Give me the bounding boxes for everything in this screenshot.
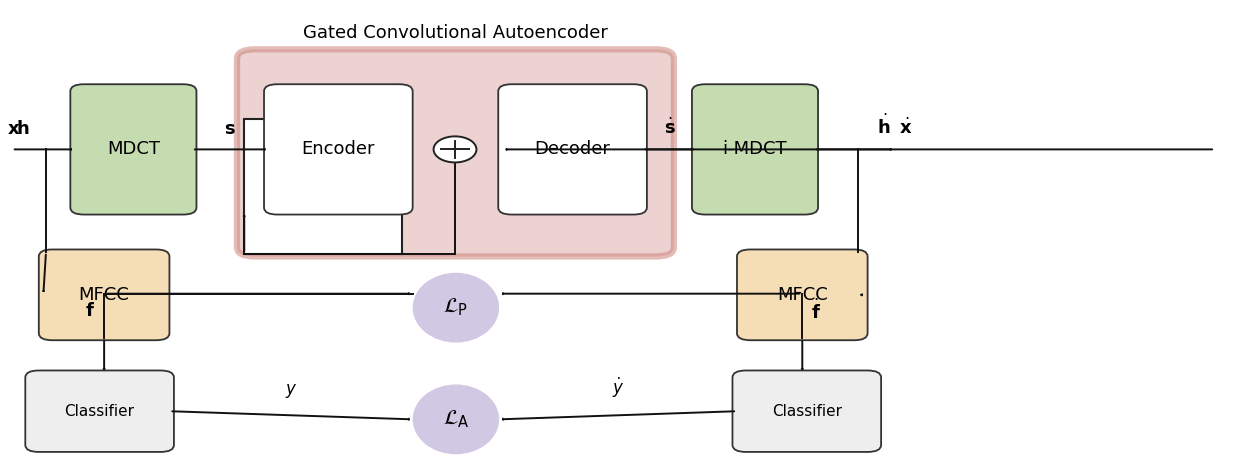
Text: $\dot{y}$: $\dot{y}$ (612, 375, 624, 399)
FancyBboxPatch shape (498, 84, 647, 215)
Text: MFCC: MFCC (777, 286, 828, 304)
Text: $\mathbf{x}$: $\mathbf{x}$ (7, 120, 21, 138)
Ellipse shape (412, 384, 499, 454)
Text: $\dot{\mathbf{x}}$: $\dot{\mathbf{x}}$ (899, 117, 912, 138)
Text: Gated Convolutional Autoencoder: Gated Convolutional Autoencoder (303, 24, 608, 42)
Text: $\mathbf{s}$: $\mathbf{s}$ (224, 120, 236, 138)
Text: $y$: $y$ (285, 382, 297, 399)
FancyBboxPatch shape (38, 250, 170, 340)
FancyBboxPatch shape (692, 84, 818, 215)
FancyBboxPatch shape (71, 84, 197, 215)
Text: Decoder: Decoder (535, 140, 610, 158)
Text: $\mathbf{f}$: $\mathbf{f}$ (85, 302, 95, 320)
FancyBboxPatch shape (25, 371, 175, 452)
Text: $\dot{\mathbf{h}}$: $\dot{\mathbf{h}}$ (877, 114, 890, 138)
Text: Classifier: Classifier (771, 404, 842, 419)
Text: $\dot{\mathbf{f}}$: $\dot{\mathbf{f}}$ (811, 299, 821, 323)
FancyBboxPatch shape (264, 84, 412, 215)
Text: i-MDCT: i-MDCT (723, 140, 787, 158)
Bar (244, 119, 402, 254)
Ellipse shape (412, 273, 499, 342)
Text: Encoder: Encoder (302, 140, 375, 158)
Text: MDCT: MDCT (106, 140, 160, 158)
FancyBboxPatch shape (733, 371, 881, 452)
Ellipse shape (433, 137, 477, 162)
Text: Classifier: Classifier (64, 404, 135, 419)
FancyBboxPatch shape (737, 250, 868, 340)
Text: $\mathcal{L}_{\mathrm{A}}$: $\mathcal{L}_{\mathrm{A}}$ (443, 408, 469, 430)
Text: $\mathbf{h}$: $\mathbf{h}$ (16, 120, 30, 138)
Text: $\dot{\mathbf{s}}$: $\dot{\mathbf{s}}$ (664, 117, 675, 138)
Text: $\mathcal{L}_{\mathrm{P}}$: $\mathcal{L}_{\mathrm{P}}$ (443, 297, 468, 318)
FancyBboxPatch shape (236, 49, 673, 256)
Text: MFCC: MFCC (79, 286, 130, 304)
